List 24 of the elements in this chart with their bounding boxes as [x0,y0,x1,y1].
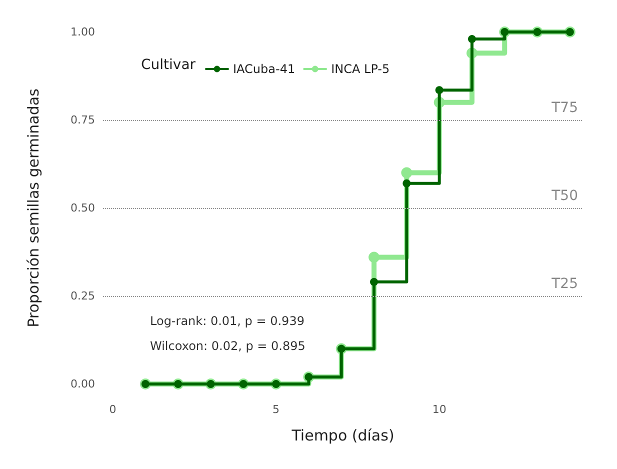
point [401,167,412,178]
legend-label: INCA LP-5 [331,62,390,76]
point [368,252,380,263]
x-axis-title: Tiempo (días) [290,426,394,444]
x-tick-label: 5 [272,403,280,416]
ref-line-label: T50 [550,188,578,204]
point [468,35,476,44]
legend-title: Cultivar [141,57,196,73]
x-tick-label: 10 [432,403,446,416]
y-tick-label: 0.50 [70,202,95,214]
y-tick-label: 0.25 [70,290,95,302]
annotation: Wilcoxon: 0.02, p = 0.895 [150,339,306,353]
point [435,86,444,94]
y-axis-title: Proporción semillas germinadas [24,88,42,328]
point [402,179,411,188]
legend-label: IACuba-41 [233,62,296,76]
y-tick-label: 0.00 [70,378,95,390]
point [370,278,378,286]
x-tick-label: 0 [109,403,116,416]
y-tick-label: 1.00 [70,26,95,38]
y-tick-label: 0.75 [70,114,95,126]
ref-line-label: T25 [550,276,578,292]
annotation: Log-rank: 0.01, p = 0.939 [150,314,304,328]
ref-line-label: T75 [550,100,578,116]
